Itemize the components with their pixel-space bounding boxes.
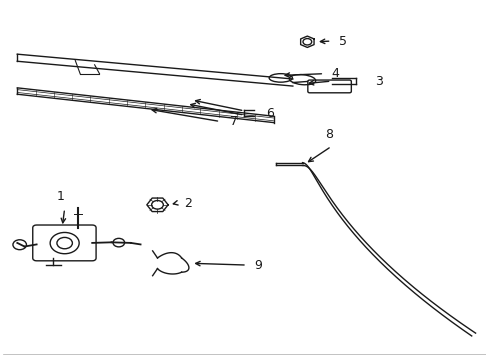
Text: 3: 3 xyxy=(374,75,382,87)
Text: 8: 8 xyxy=(325,128,332,141)
Text: 6: 6 xyxy=(265,107,274,120)
Text: 2: 2 xyxy=(183,197,192,210)
Text: 1: 1 xyxy=(57,190,64,203)
Text: 9: 9 xyxy=(254,258,262,271)
Text: 5: 5 xyxy=(338,35,346,48)
Text: 7: 7 xyxy=(229,115,238,128)
Text: 4: 4 xyxy=(331,67,339,80)
